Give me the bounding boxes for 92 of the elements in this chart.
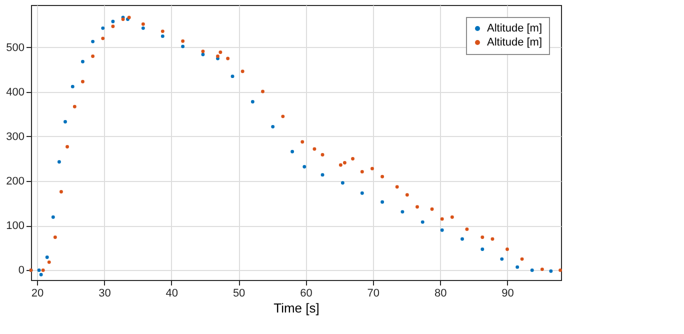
- x-tick-label: 40: [166, 288, 178, 300]
- point: [70, 84, 74, 88]
- point: [480, 235, 484, 239]
- point: [416, 205, 419, 209]
- point: [201, 50, 205, 54]
- y-tick-label: 500: [6, 42, 24, 54]
- point: [450, 215, 454, 219]
- x-tick-label: 70: [367, 288, 380, 300]
- point: [395, 185, 399, 189]
- point: [80, 80, 84, 84]
- point: [41, 268, 45, 272]
- point: [80, 60, 84, 64]
- point: [141, 22, 145, 26]
- point: [420, 220, 424, 224]
- point: [281, 114, 285, 118]
- point: [320, 153, 324, 156]
- point: [440, 228, 444, 232]
- point: [181, 39, 185, 43]
- legend-label: Altitude [m]: [487, 36, 542, 48]
- point: [338, 163, 342, 167]
- x-tick-label: 50: [232, 288, 246, 300]
- point: [360, 170, 364, 174]
- point: [380, 200, 384, 204]
- x-tick-label: 30: [98, 288, 111, 300]
- point: [45, 256, 49, 259]
- point: [465, 227, 469, 231]
- x-tick-label: 80: [434, 288, 447, 300]
- point: [290, 150, 294, 154]
- point: [405, 193, 409, 197]
- point: [37, 268, 41, 272]
- y-tick-label: 300: [6, 130, 24, 143]
- point: [111, 24, 115, 28]
- point: [351, 157, 354, 160]
- point: [530, 268, 534, 272]
- point: [261, 90, 264, 94]
- point: [430, 207, 434, 211]
- point: [360, 191, 364, 195]
- y-tick-label: 0: [18, 264, 24, 277]
- point: [51, 215, 55, 219]
- x-tick-label: 60: [300, 288, 312, 300]
- point: [57, 160, 61, 164]
- point: [302, 165, 306, 169]
- point: [480, 248, 484, 251]
- point: [312, 147, 316, 151]
- point: [506, 248, 509, 251]
- point: [226, 56, 230, 60]
- point: [271, 124, 275, 128]
- point: [59, 190, 63, 194]
- point: [101, 36, 105, 40]
- point: [549, 269, 553, 273]
- point: [500, 257, 504, 261]
- point: [460, 237, 464, 241]
- point: [160, 30, 164, 34]
- point: [72, 104, 76, 108]
- point: [440, 217, 444, 221]
- point: [230, 74, 234, 78]
- point: [400, 210, 404, 214]
- point: [160, 34, 164, 38]
- x-tick-label: 20: [31, 288, 44, 300]
- point: [520, 257, 524, 261]
- point: [39, 272, 43, 276]
- point: [370, 166, 374, 170]
- point: [540, 268, 544, 272]
- point: [101, 26, 105, 30]
- point: [340, 181, 344, 185]
- point: [47, 260, 51, 264]
- point: [141, 26, 145, 30]
- point: [91, 54, 95, 58]
- point: [216, 54, 220, 58]
- x-tick-label: 90: [502, 288, 514, 300]
- point: [201, 52, 205, 56]
- point: [342, 161, 346, 165]
- point: [91, 40, 95, 44]
- point: [300, 140, 304, 144]
- point: [181, 44, 185, 48]
- point: [66, 145, 70, 148]
- point: [490, 237, 494, 241]
- point: [250, 100, 254, 104]
- point: [53, 235, 57, 239]
- x-axis-title: Time [s]: [274, 300, 320, 316]
- point: [111, 20, 115, 24]
- point: [240, 70, 244, 74]
- y-tick-label: 100: [6, 220, 24, 232]
- y-tick-label: 200: [6, 176, 24, 188]
- point: [320, 173, 324, 177]
- point: [516, 265, 520, 269]
- legend-label: Altitude [m]: [487, 22, 542, 34]
- point: [218, 50, 222, 54]
- point: [558, 268, 562, 272]
- point: [380, 174, 384, 178]
- point: [64, 120, 67, 124]
- y-tick-label: 400: [6, 86, 24, 98]
